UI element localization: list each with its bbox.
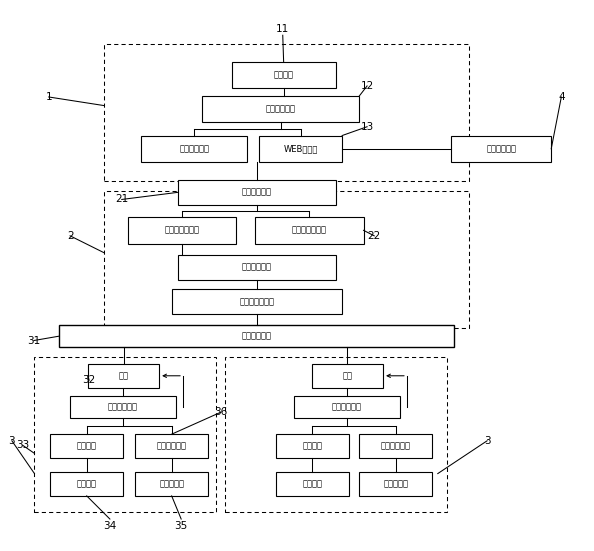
Text: 22: 22: [368, 231, 381, 241]
Bar: [104, 191, 469, 328]
Bar: [50, 472, 123, 496]
Bar: [59, 325, 454, 347]
Text: 第一通信模块: 第一通信模块: [266, 105, 296, 114]
Bar: [276, 434, 349, 458]
Text: 33: 33: [16, 440, 29, 450]
Bar: [141, 136, 247, 162]
Text: 第一通信总线: 第一通信总线: [242, 332, 272, 341]
Text: 传动装置: 传动装置: [77, 442, 97, 451]
Bar: [172, 289, 342, 314]
Bar: [135, 434, 208, 458]
Text: WEB服务器: WEB服务器: [283, 144, 318, 153]
Bar: [128, 217, 236, 244]
Bar: [359, 434, 432, 458]
Text: 4: 4: [558, 92, 565, 102]
Bar: [451, 136, 551, 162]
Text: 操作员站: 操作员站: [274, 71, 293, 79]
Bar: [50, 434, 123, 458]
Text: 2: 2: [67, 231, 74, 241]
Text: 3: 3: [484, 436, 491, 446]
Text: 从站: 从站: [119, 371, 128, 380]
Text: 传感器单元: 传感器单元: [383, 479, 408, 488]
Text: 数据库服务器: 数据库服务器: [179, 144, 209, 153]
Text: 第三通信模块: 第三通信模块: [242, 263, 272, 272]
Text: 11: 11: [276, 24, 289, 34]
Bar: [232, 62, 336, 88]
Bar: [202, 96, 359, 122]
Text: 传感器单元: 传感器单元: [159, 479, 184, 488]
Text: 13: 13: [361, 122, 374, 132]
Text: 第二通信模块: 第二通信模块: [242, 188, 272, 197]
Text: 36: 36: [214, 407, 228, 417]
Bar: [225, 357, 447, 512]
Bar: [178, 255, 336, 280]
Bar: [276, 472, 349, 496]
Bar: [255, 217, 364, 244]
Text: 第二通信总线: 第二通信总线: [332, 402, 362, 411]
Bar: [88, 364, 159, 388]
Bar: [70, 396, 176, 418]
Text: 1: 1: [45, 92, 52, 102]
Bar: [294, 396, 400, 418]
Text: 现场设备: 现场设备: [302, 479, 323, 488]
Text: 数据采集单元: 数据采集单元: [157, 442, 187, 451]
Text: 现场设备: 现场设备: [77, 479, 97, 488]
Text: 12: 12: [361, 81, 374, 91]
Text: 数据采集单元: 数据采集单元: [381, 442, 410, 451]
Text: 智能手持设备: 智能手持设备: [486, 144, 516, 153]
Text: 数据采集服务器: 数据采集服务器: [239, 297, 274, 306]
Text: 3: 3: [8, 436, 15, 446]
Bar: [135, 472, 208, 496]
Text: 31: 31: [27, 336, 40, 345]
Text: 32: 32: [83, 375, 96, 385]
Text: 第二数据服务器: 第二数据服务器: [292, 226, 327, 235]
Bar: [359, 472, 432, 496]
Text: 第二通信总线: 第二通信总线: [108, 402, 138, 411]
Bar: [34, 357, 216, 512]
Text: 传动装置: 传动装置: [302, 442, 323, 451]
Bar: [312, 364, 383, 388]
Bar: [104, 44, 469, 181]
Text: 35: 35: [175, 521, 188, 531]
Bar: [178, 180, 336, 205]
Text: 从站: 从站: [343, 371, 352, 380]
Text: 21: 21: [115, 195, 128, 204]
Text: 34: 34: [103, 521, 116, 531]
Bar: [259, 136, 342, 162]
Text: 第一数据服务器: 第一数据服务器: [165, 226, 199, 235]
